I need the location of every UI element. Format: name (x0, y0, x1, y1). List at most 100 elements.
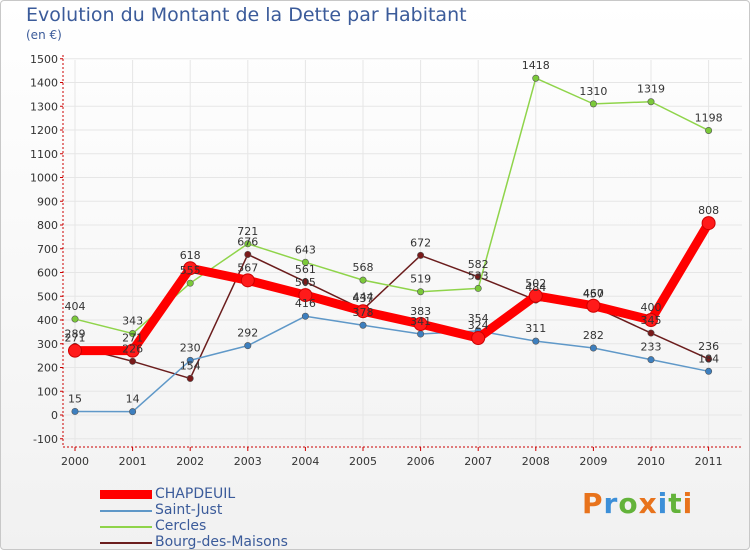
data-point (701, 216, 716, 231)
legend-swatch (100, 490, 152, 499)
y-tick-label: 1100 (30, 148, 58, 161)
data-point (359, 321, 367, 329)
data-label: 676 (237, 235, 258, 248)
y-tick-label: 900 (37, 195, 58, 208)
data-label: 1319 (637, 83, 665, 96)
data-label: 721 (237, 225, 258, 238)
proxiti-logo: Proxiti (582, 487, 693, 520)
data-point (644, 313, 658, 327)
data-label: 233 (641, 341, 662, 354)
data-point (647, 329, 655, 337)
x-tick-label: 2008 (522, 455, 550, 468)
data-label: 1310 (579, 85, 607, 98)
data-label: 341 (410, 315, 431, 328)
x-tick-label: 2003 (234, 455, 262, 468)
data-label: 271 (122, 332, 143, 345)
data-point (413, 317, 428, 332)
x-tick-label: 2009 (579, 455, 607, 468)
data-label: 400 (641, 301, 662, 314)
series-line-chapdeuil (70, 218, 714, 356)
series-line-cercles (74, 77, 710, 335)
legend-label: CHAPDEUIL (155, 486, 236, 502)
data-point (417, 251, 425, 259)
data-label: 292 (237, 327, 258, 340)
y-tick-label: 600 (37, 267, 58, 280)
y-tick-label: 1500 (30, 53, 58, 66)
logo-letter: i (657, 487, 669, 520)
data-point (71, 315, 79, 323)
data-point (471, 331, 486, 346)
data-label: 184 (698, 352, 719, 365)
data-label: 437 (353, 292, 374, 305)
data-point (705, 126, 713, 134)
data-label: 230 (180, 341, 201, 354)
data-point (244, 240, 252, 248)
data-label: 568 (353, 261, 374, 274)
data-point (244, 250, 252, 258)
logo-letter: o (618, 487, 639, 520)
y-tick-label: 100 (37, 385, 58, 398)
data-label: 1418 (522, 59, 550, 72)
data-label: 345 (641, 314, 662, 327)
data-point (129, 330, 137, 338)
data-label: 808 (698, 204, 719, 217)
y-tick-label: 300 (37, 338, 58, 351)
legend-swatch (100, 526, 152, 528)
data-point (532, 74, 540, 82)
data-label: 444 (353, 291, 374, 304)
data-point (647, 98, 655, 106)
x-tick-label: 2005 (349, 455, 377, 468)
x-tick-label: 2011 (695, 455, 723, 468)
data-label: 672 (410, 236, 431, 249)
data-label: 154 (180, 359, 201, 372)
data-point (589, 100, 597, 108)
x-tick-label: 2007 (464, 455, 492, 468)
data-label: 289 (65, 327, 86, 340)
y-tick-label: 1400 (30, 77, 58, 90)
data-label: 354 (468, 312, 489, 325)
data-label: 236 (698, 340, 719, 353)
data-label: 311 (525, 322, 546, 335)
x-tick-label: 2004 (291, 455, 319, 468)
data-label: 383 (410, 305, 431, 318)
data-label: 271 (65, 332, 86, 345)
chart-title: Evolution du Montant de la Dette par Hab… (26, 4, 467, 26)
data-label: 324 (468, 319, 489, 332)
data-point (298, 288, 313, 303)
logo-letter: P (582, 487, 604, 520)
y-tick-label: 1200 (30, 124, 58, 137)
data-point (356, 304, 370, 319)
x-tick-label: 2001 (119, 455, 147, 468)
data-label: 14 (126, 393, 140, 406)
data-point (240, 273, 255, 288)
data-label: 226 (122, 342, 143, 355)
data-label: 502 (525, 277, 546, 290)
data-point (301, 312, 309, 320)
chart-unit: (en €) (26, 28, 62, 42)
data-point (183, 261, 198, 276)
y-tick-label: -100 (33, 433, 58, 446)
data-point (68, 343, 82, 358)
logo-letter: x (638, 487, 658, 520)
data-point (589, 344, 597, 352)
data-point (301, 278, 309, 286)
data-label: 404 (65, 300, 86, 313)
data-label: 533 (468, 269, 489, 282)
y-tick-label: 1000 (30, 172, 58, 185)
y-tick-label: 800 (37, 219, 58, 232)
data-label: 457 (583, 287, 604, 300)
data-point (129, 357, 137, 365)
data-point (474, 284, 482, 292)
data-label: 643 (295, 243, 316, 256)
data-labels: 289 226 154 676 561 444 672 582 484 457 345 236 15 14… (65, 59, 723, 405)
data-label: 416 (295, 297, 316, 310)
x-tick-label: 2006 (407, 455, 435, 468)
data-label: 582 (468, 258, 489, 271)
logo-letter: t (668, 487, 683, 520)
data-point (359, 276, 367, 284)
x-tick-label: 2002 (176, 455, 204, 468)
data-label: 567 (237, 261, 258, 274)
data-point (647, 356, 655, 364)
data-label: 555 (180, 264, 201, 277)
data-point (301, 258, 309, 266)
